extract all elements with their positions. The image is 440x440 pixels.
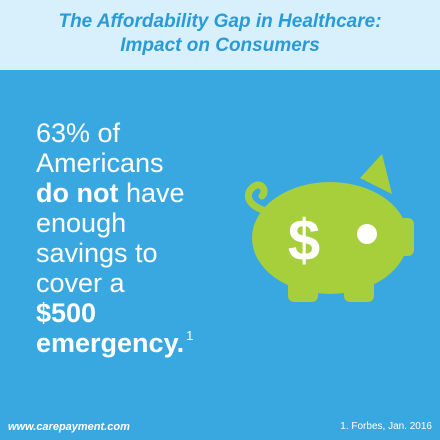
emphasis-emergency: emergency.	[36, 328, 185, 358]
website-link[interactable]: www.carepayment.com	[8, 421, 130, 433]
message-line-6: cover a	[36, 268, 125, 298]
message-line-3-rest: have	[118, 178, 185, 208]
message-line-5: savings to	[36, 238, 158, 268]
emphasis-amount: $500	[36, 298, 97, 328]
source-citation: 1. Forbes, Jan. 2016	[340, 421, 432, 432]
message-line-2: Americans	[36, 148, 164, 178]
message-line-1: 63% of	[36, 118, 121, 148]
dollar-symbol: $	[288, 208, 320, 273]
message-line-4: enough	[36, 208, 127, 238]
pig-eye	[357, 224, 377, 244]
pig-snout	[392, 218, 414, 256]
message-line-3: do not have	[36, 178, 193, 208]
pig-ear	[360, 154, 392, 194]
statistic-message: 63% of Americans do not have enough savi…	[36, 118, 193, 363]
header-banner: The Affordability Gap in Healthcare: Imp…	[0, 0, 440, 70]
piggy-bank-icon: $	[244, 154, 414, 302]
pig-tail	[244, 181, 276, 216]
pig-body	[252, 182, 408, 294]
title-line-2: Impact on Consumers	[120, 35, 320, 56]
emphasis-do-not: do not	[36, 178, 119, 208]
message-line-8: emergency. 1	[36, 328, 193, 363]
title-line-1: The Affordability Gap in Healthcare:	[58, 11, 382, 32]
footnote-marker: 1	[186, 328, 194, 343]
